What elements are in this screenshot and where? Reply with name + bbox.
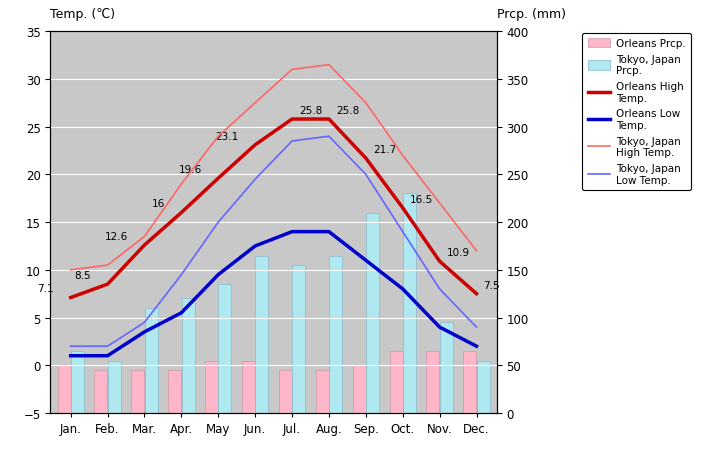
- Bar: [58, 365, 71, 413]
- Bar: [316, 370, 329, 413]
- Bar: [403, 194, 416, 413]
- Bar: [390, 351, 402, 413]
- Text: 7.1: 7.1: [37, 284, 54, 294]
- Legend: Orleans Prcp., Tokyo, Japan
Prcp., Orleans High
Temp., Orleans Low
Temp., Tokyo,: Orleans Prcp., Tokyo, Japan Prcp., Orlea…: [582, 34, 690, 190]
- Text: Temp. (℃): Temp. (℃): [50, 8, 115, 21]
- Bar: [71, 351, 84, 413]
- Text: 10.9: 10.9: [446, 247, 469, 257]
- Bar: [131, 370, 144, 413]
- Bar: [256, 256, 269, 413]
- Bar: [464, 351, 477, 413]
- Text: 16.5: 16.5: [410, 194, 433, 204]
- Bar: [279, 370, 292, 413]
- Bar: [145, 308, 158, 413]
- Text: Prcp. (mm): Prcp. (mm): [497, 8, 566, 21]
- Text: 21.7: 21.7: [373, 145, 396, 155]
- Text: 25.8: 25.8: [336, 106, 359, 116]
- Bar: [329, 256, 342, 413]
- Bar: [440, 323, 453, 413]
- Text: 7.5: 7.5: [483, 280, 500, 290]
- Bar: [205, 361, 218, 413]
- Bar: [181, 299, 194, 413]
- Bar: [426, 351, 439, 413]
- Bar: [477, 361, 490, 413]
- Bar: [218, 285, 231, 413]
- Bar: [108, 361, 121, 413]
- Text: 12.6: 12.6: [104, 231, 128, 241]
- Bar: [242, 361, 255, 413]
- Text: 8.5: 8.5: [74, 270, 91, 280]
- Text: 23.1: 23.1: [215, 131, 238, 141]
- Text: 16: 16: [151, 199, 165, 209]
- Bar: [292, 265, 305, 413]
- Bar: [94, 370, 107, 413]
- Text: 25.8: 25.8: [299, 106, 323, 116]
- Bar: [353, 365, 366, 413]
- Text: 19.6: 19.6: [179, 165, 202, 174]
- Bar: [168, 370, 181, 413]
- Bar: [366, 213, 379, 413]
